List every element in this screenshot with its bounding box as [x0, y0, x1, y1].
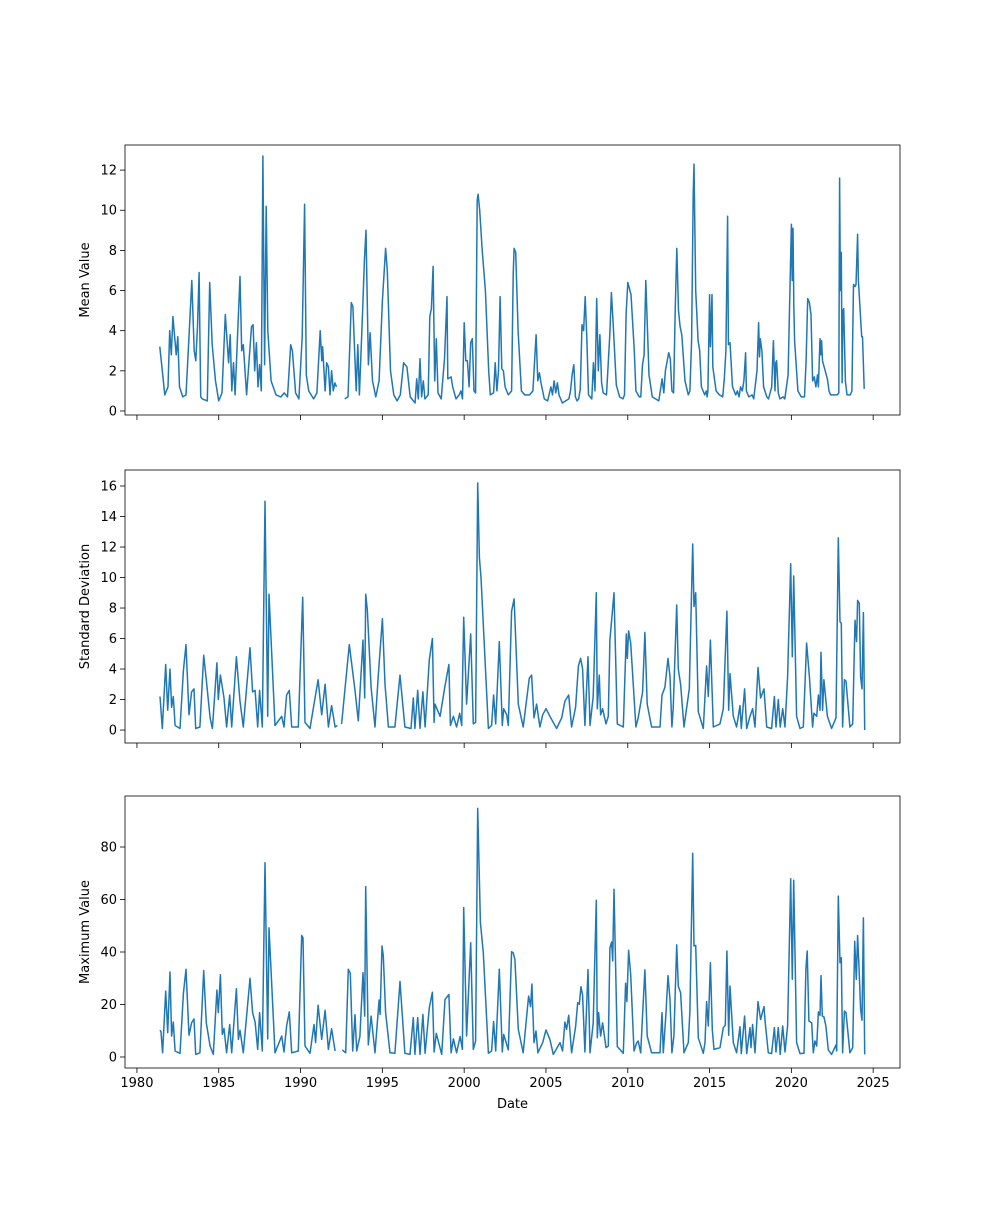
max-y-axis-label: Maximum Value	[78, 880, 93, 984]
x-tick-label: 2025	[857, 1076, 890, 1091]
y-tick-label: 8	[109, 244, 117, 259]
y-tick-label: 12	[100, 541, 117, 556]
x-tick-label: 1995	[366, 1076, 399, 1091]
mean-panel: 0 2 4 6 8 10 12 Mean Value	[78, 144, 901, 420]
y-tick-label: 14	[100, 510, 117, 525]
y-tick-label: 0	[109, 724, 117, 739]
y-tick-label: 8	[109, 602, 117, 617]
y-tick-label: 16	[100, 480, 117, 495]
y-tick-label: 10	[100, 571, 117, 586]
mean-axes-frame	[124, 144, 901, 416]
mean-y-axis-label: Mean Value	[78, 242, 93, 317]
y-tick-label: 10	[100, 204, 117, 219]
x-tick-label: 2010	[611, 1076, 644, 1091]
x-axis-label: Date	[497, 1097, 528, 1112]
std-panel: 0 2 4 6 8 10 12 14 16 Standard Deviation	[78, 469, 901, 748]
max-panel: 1980 1985 1990 1995 2000 2005 2010 2015 2020 2025…	[78, 795, 901, 1112]
y-tick-label: 4	[109, 324, 117, 339]
std-y-axis-label: Standard Deviation	[78, 544, 93, 669]
y-tick-label: 0	[109, 404, 117, 419]
y-tick-label: 60	[100, 893, 117, 908]
y-tick-label: 40	[100, 946, 117, 961]
x-tick-label: 1990	[284, 1076, 317, 1091]
y-tick-label: 4	[109, 663, 117, 678]
x-tick-label: 1980	[120, 1076, 153, 1091]
y-tick-label: 12	[100, 164, 117, 179]
y-tick-label: 80	[100, 841, 117, 856]
y-tick-label: 2	[109, 364, 117, 379]
x-tick-label: 2015	[693, 1076, 726, 1091]
y-tick-label: 6	[109, 632, 117, 647]
mean-series-line	[159, 155, 865, 404]
std-series-line	[159, 482, 866, 731]
x-tick-label: 2005	[529, 1076, 562, 1091]
max-axes-frame	[124, 795, 901, 1069]
y-tick-label: 2	[109, 693, 117, 708]
y-tick-label: 6	[109, 284, 117, 299]
std-axes-frame	[124, 469, 901, 744]
y-tick-label: 20	[100, 998, 117, 1013]
max-series-line	[159, 807, 866, 1056]
x-tick-label: 2000	[448, 1076, 481, 1091]
x-tick-label: 2020	[775, 1076, 808, 1091]
x-tick-label: 1985	[202, 1076, 235, 1091]
y-tick-label: 0	[109, 1051, 117, 1066]
